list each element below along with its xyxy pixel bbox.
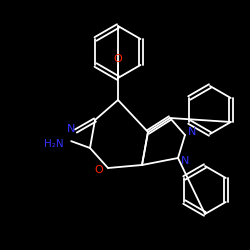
Text: N: N — [181, 156, 189, 166]
Text: O: O — [114, 54, 122, 64]
Text: H₂N: H₂N — [44, 139, 63, 149]
Text: O: O — [94, 165, 104, 175]
Text: N: N — [188, 127, 196, 137]
Text: N: N — [67, 124, 75, 134]
